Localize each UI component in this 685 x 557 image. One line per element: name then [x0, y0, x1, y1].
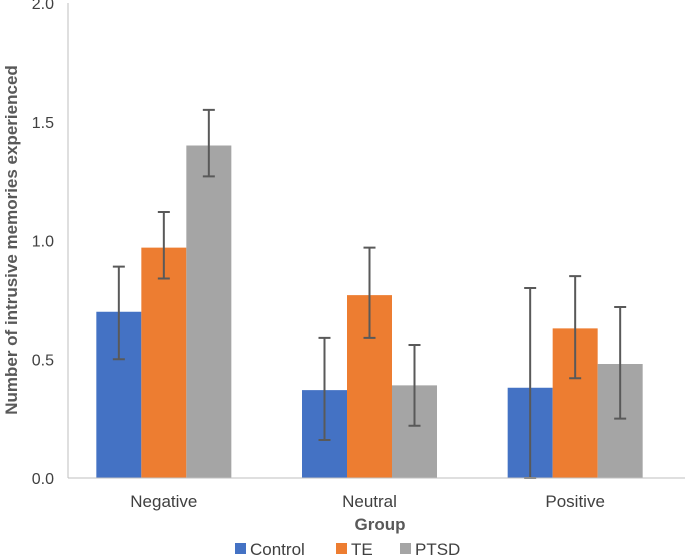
- x-axis-title: Group: [355, 515, 406, 534]
- x-tick-label: Positive: [545, 492, 605, 511]
- legend-label-te: TE: [351, 540, 373, 557]
- y-tick-label: 1.5: [32, 115, 54, 132]
- y-tick-label: 0.5: [32, 352, 54, 369]
- y-axis-title: Number of intrusive memories experienced: [2, 65, 21, 415]
- x-tick-label: Negative: [130, 492, 197, 511]
- x-tick-label: Neutral: [342, 492, 397, 511]
- y-tick-label: 0.0: [32, 471, 54, 488]
- legend-swatch-control: [235, 543, 246, 554]
- bar-ptsd-negative: [186, 145, 232, 478]
- y-axis: 0.0 0.5 1.0 1.5 2.0: [32, 0, 69, 488]
- legend: Control TE PTSD: [235, 540, 460, 557]
- legend-label-control: Control: [250, 540, 305, 557]
- legend-label-ptsd: PTSD: [415, 540, 460, 557]
- legend-swatch-ptsd: [400, 543, 411, 554]
- error-bars: [112, 108, 627, 479]
- x-axis: Negative Neutral Positive: [68, 477, 685, 511]
- y-tick-label: 1.0: [32, 234, 54, 251]
- y-tick-label: 2.0: [32, 0, 54, 13]
- bar-te-negative: [141, 247, 187, 478]
- legend-swatch-te: [336, 543, 347, 554]
